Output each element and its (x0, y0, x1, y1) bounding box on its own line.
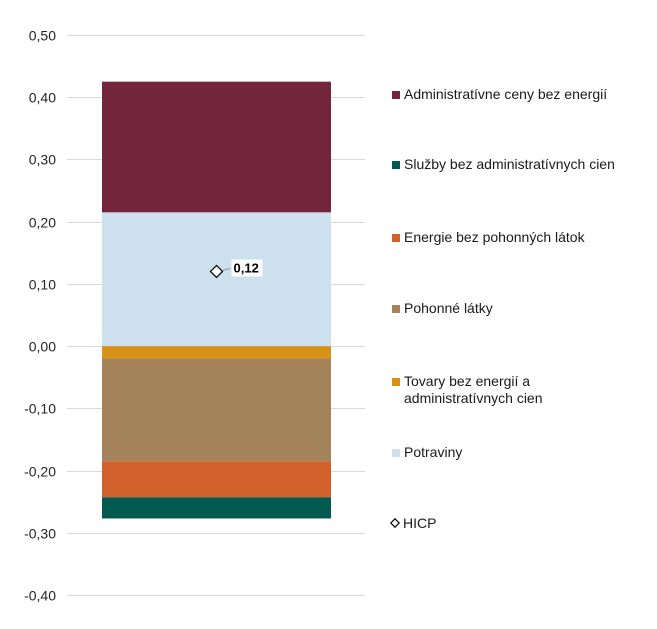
y-tick-label: -0,10 (24, 401, 56, 417)
legend-item-goods: Tovary bez energií a administratívnych c… (392, 373, 543, 407)
legend-item-fuels: Pohonné látky (392, 300, 493, 317)
bar-segment (102, 497, 331, 519)
y-tick-label: 0,10 (29, 277, 56, 293)
bar-segments (102, 81, 331, 519)
legend-item-administrative-prices: Administratívne ceny bez energií (392, 86, 607, 103)
hicp-diamond-marker (209, 264, 224, 279)
bar-segment (102, 81, 331, 213)
y-axis-tick-labels: 0,50 0,40 0,30 0,20 0,10 0,00 -0,10 -0,20 -0,30 -… (24, 28, 56, 604)
legend-label: Tovary bez energií a administratívnych c… (404, 373, 543, 406)
y-tick-label: 0,00 (29, 339, 56, 355)
legend-label: Služby bez administratívnych cien (404, 156, 615, 172)
y-tick-label: 0,40 (29, 90, 56, 106)
legend-label: Pohonné látky (404, 300, 493, 316)
legend-label: HICP (403, 515, 437, 531)
y-tick-label: -0,40 (24, 588, 56, 604)
legend-swatch-icon (392, 161, 400, 169)
y-tick-label: 0,20 (29, 215, 56, 231)
y-tick-label: 0,50 (29, 28, 56, 44)
legend-swatch-icon (392, 305, 400, 313)
diamond-icon (390, 518, 400, 528)
data-label-leader-line (222, 267, 231, 271)
bar-segment (102, 346, 331, 359)
legend-swatch-icon (392, 449, 400, 457)
legend-item-food: Potraviny (392, 444, 462, 461)
bar-segment (102, 461, 331, 498)
hicp-data-label: 0,12 (234, 260, 259, 275)
legend-item-services: Služby bez administratívnych cien (392, 156, 615, 173)
legend-swatch-icon (392, 91, 400, 99)
legend-label: Potraviny (404, 444, 463, 460)
legend-item-hicp: HICP (390, 515, 436, 532)
data-label-background (231, 259, 263, 277)
legend-item-energy: Energie bez pohonných látok (392, 229, 585, 246)
bar-segment (102, 358, 331, 462)
y-tick-label: 0,30 (29, 152, 56, 168)
y-tick-label: -0,20 (24, 464, 56, 480)
hicp-markers: 0,12 (209, 259, 263, 279)
legend-swatch-icon (392, 378, 400, 386)
y-tick-label: -0,30 (24, 526, 56, 542)
legend-label: Administratívne ceny bez energií (404, 86, 608, 102)
legend-swatch-icon (392, 234, 400, 242)
legend-label: Energie bez pohonných látok (404, 229, 585, 245)
bar-segment (102, 212, 331, 347)
